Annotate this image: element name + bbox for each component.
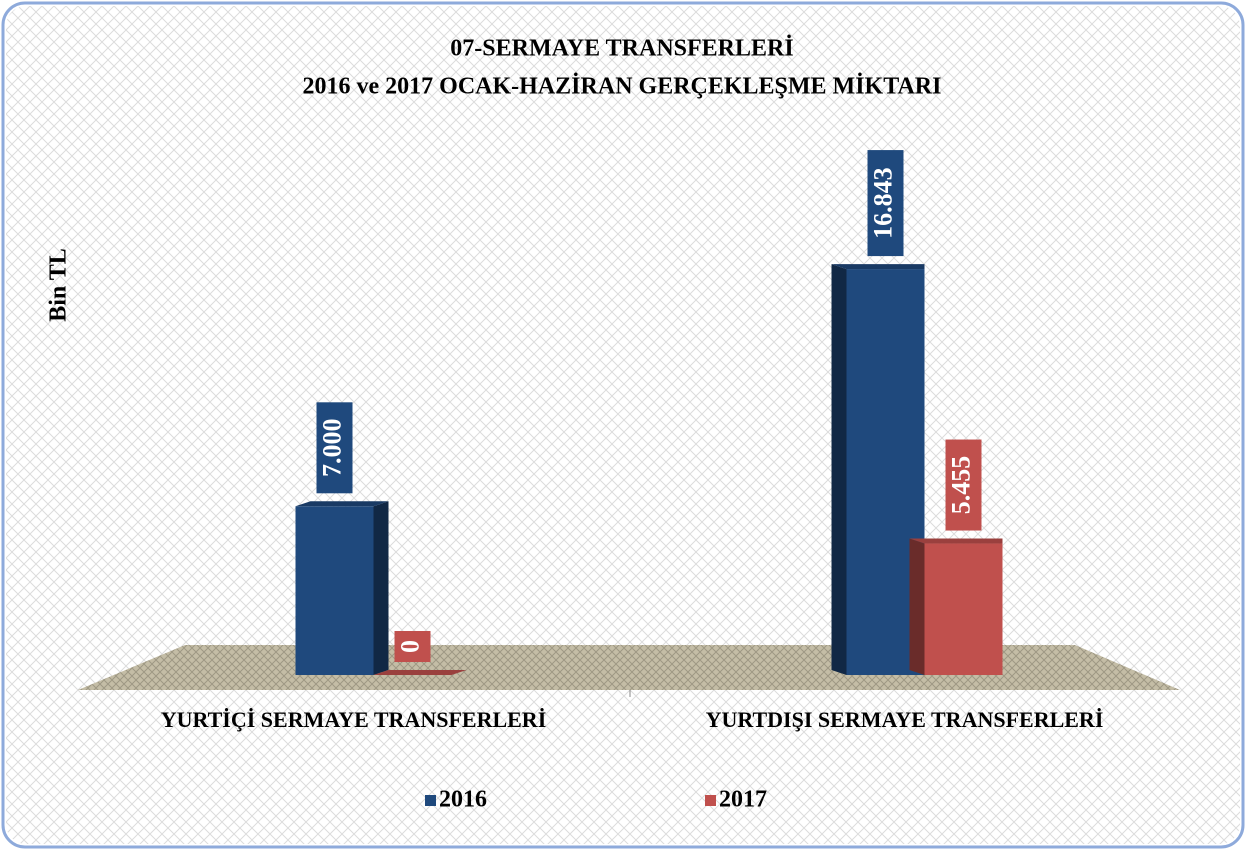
bar-top (909, 538, 1003, 544)
floor (78, 645, 1180, 690)
bar-side (831, 264, 847, 675)
legend-swatch (705, 795, 716, 806)
bar-front (924, 543, 1003, 675)
value-label: 0 (395, 640, 424, 653)
x-tick-label: YURTDIŞI SERMAYE TRANSFERLERİ (706, 707, 1104, 732)
bar-side (909, 538, 925, 675)
legend-swatch (425, 795, 436, 806)
value-label-box (945, 439, 982, 531)
bar (295, 501, 389, 675)
value-label-box (867, 150, 904, 257)
value-label: 16.843 (868, 167, 897, 239)
value-label: 5.455 (946, 456, 975, 515)
x-tick-label: YURTİÇİ SERMAYE TRANSFERLERİ (161, 707, 547, 732)
chart-subtitle: 2016 ve 2017 OCAK-HAZİRAN GERÇEKLEŞME Mİ… (303, 74, 942, 100)
bar (373, 670, 467, 675)
value-label-box (316, 402, 353, 494)
value-label-box (394, 631, 431, 662)
bar-side (373, 501, 389, 675)
legend-label: 2017 (719, 787, 767, 813)
bar-front (295, 506, 374, 675)
bar (909, 538, 1003, 675)
bar-top (831, 264, 925, 270)
legend-label: 2016 (439, 787, 487, 813)
y-axis-label: Bin TL (46, 248, 72, 322)
chart-title: 07-SERMAYE TRANSFERLERİ (450, 36, 793, 62)
bar-top (373, 670, 467, 675)
bar-top (295, 501, 389, 507)
value-label: 7.000 (317, 419, 346, 478)
